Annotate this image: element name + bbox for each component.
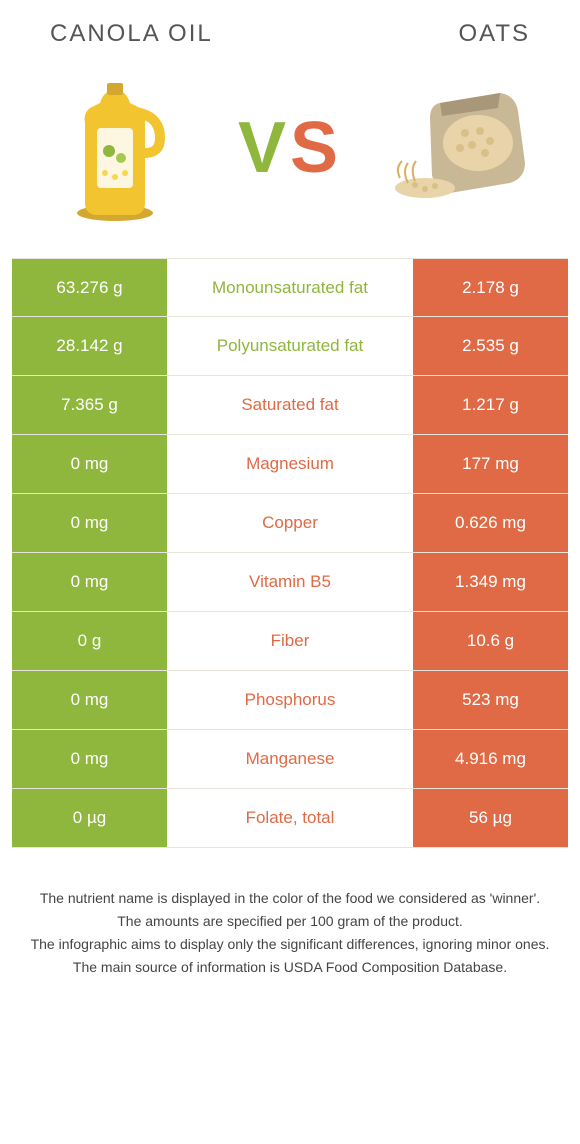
footnote-line: The main source of information is USDA F…	[30, 957, 550, 978]
left-value: 0 mg	[12, 730, 167, 788]
nutrient-row: 28.142 gPolyunsaturated fat2.535 g	[12, 317, 568, 376]
footnote-line: The infographic aims to display only the…	[30, 934, 550, 955]
right-value: 10.6 g	[413, 612, 568, 670]
right-value: 0.626 mg	[413, 494, 568, 552]
nutrient-label: Polyunsaturated fat	[167, 317, 413, 375]
left-value: 0 mg	[12, 553, 167, 611]
canola-oil-image	[40, 73, 190, 223]
nutrient-row: 63.276 gMonounsaturated fat2.178 g	[12, 258, 568, 317]
nutrient-row: 0 mgMagnesium177 mg	[12, 435, 568, 494]
nutrient-label: Saturated fat	[167, 376, 413, 434]
nutrient-label: Fiber	[167, 612, 413, 670]
right-value: 2.178 g	[413, 259, 568, 316]
left-value: 0 mg	[12, 494, 167, 552]
left-value: 63.276 g	[12, 259, 167, 316]
nutrient-row: 0 gFiber10.6 g	[12, 612, 568, 671]
nutrient-label: Monounsaturated fat	[167, 259, 413, 316]
right-value: 1.217 g	[413, 376, 568, 434]
left-value: 0 mg	[12, 435, 167, 493]
oats-image	[390, 73, 540, 223]
nutrient-row: 7.365 gSaturated fat1.217 g	[12, 376, 568, 435]
right-value: 1.349 mg	[413, 553, 568, 611]
right-value: 523 mg	[413, 671, 568, 729]
footnote-line: The nutrient name is displayed in the co…	[30, 888, 550, 909]
nutrient-label: Vitamin B5	[167, 553, 413, 611]
right-value: 2.535 g	[413, 317, 568, 375]
left-value: 7.365 g	[12, 376, 167, 434]
left-value: 0 µg	[12, 789, 167, 847]
left-value: 28.142 g	[12, 317, 167, 375]
right-value: 177 mg	[413, 435, 568, 493]
nutrient-label: Magnesium	[167, 435, 413, 493]
right-value: 56 µg	[413, 789, 568, 847]
nutrient-label: Manganese	[167, 730, 413, 788]
right-food-title: OATS	[458, 20, 530, 48]
nutrient-row: 0 mgPhosphorus523 mg	[12, 671, 568, 730]
nutrient-table: 63.276 gMonounsaturated fat2.178 g28.142…	[0, 258, 580, 848]
left-value: 0 g	[12, 612, 167, 670]
left-food-title: CANOLA OIL	[50, 20, 213, 48]
nutrient-label: Folate, total	[167, 789, 413, 847]
vs-label: VS	[238, 107, 342, 189]
nutrient-label: Phosphorus	[167, 671, 413, 729]
nutrient-row: 0 mgVitamin B51.349 mg	[12, 553, 568, 612]
nutrient-label: Copper	[167, 494, 413, 552]
left-value: 0 mg	[12, 671, 167, 729]
header: CANOLA OIL OATS	[0, 0, 580, 58]
footnote: The nutrient name is displayed in the co…	[0, 848, 580, 1000]
nutrient-row: 0 µgFolate, total56 µg	[12, 789, 568, 848]
hero-section: VS	[0, 58, 580, 258]
nutrient-row: 0 mgCopper0.626 mg	[12, 494, 568, 553]
right-value: 4.916 mg	[413, 730, 568, 788]
nutrient-row: 0 mgManganese4.916 mg	[12, 730, 568, 789]
footnote-line: The amounts are specified per 100 gram o…	[30, 911, 550, 932]
